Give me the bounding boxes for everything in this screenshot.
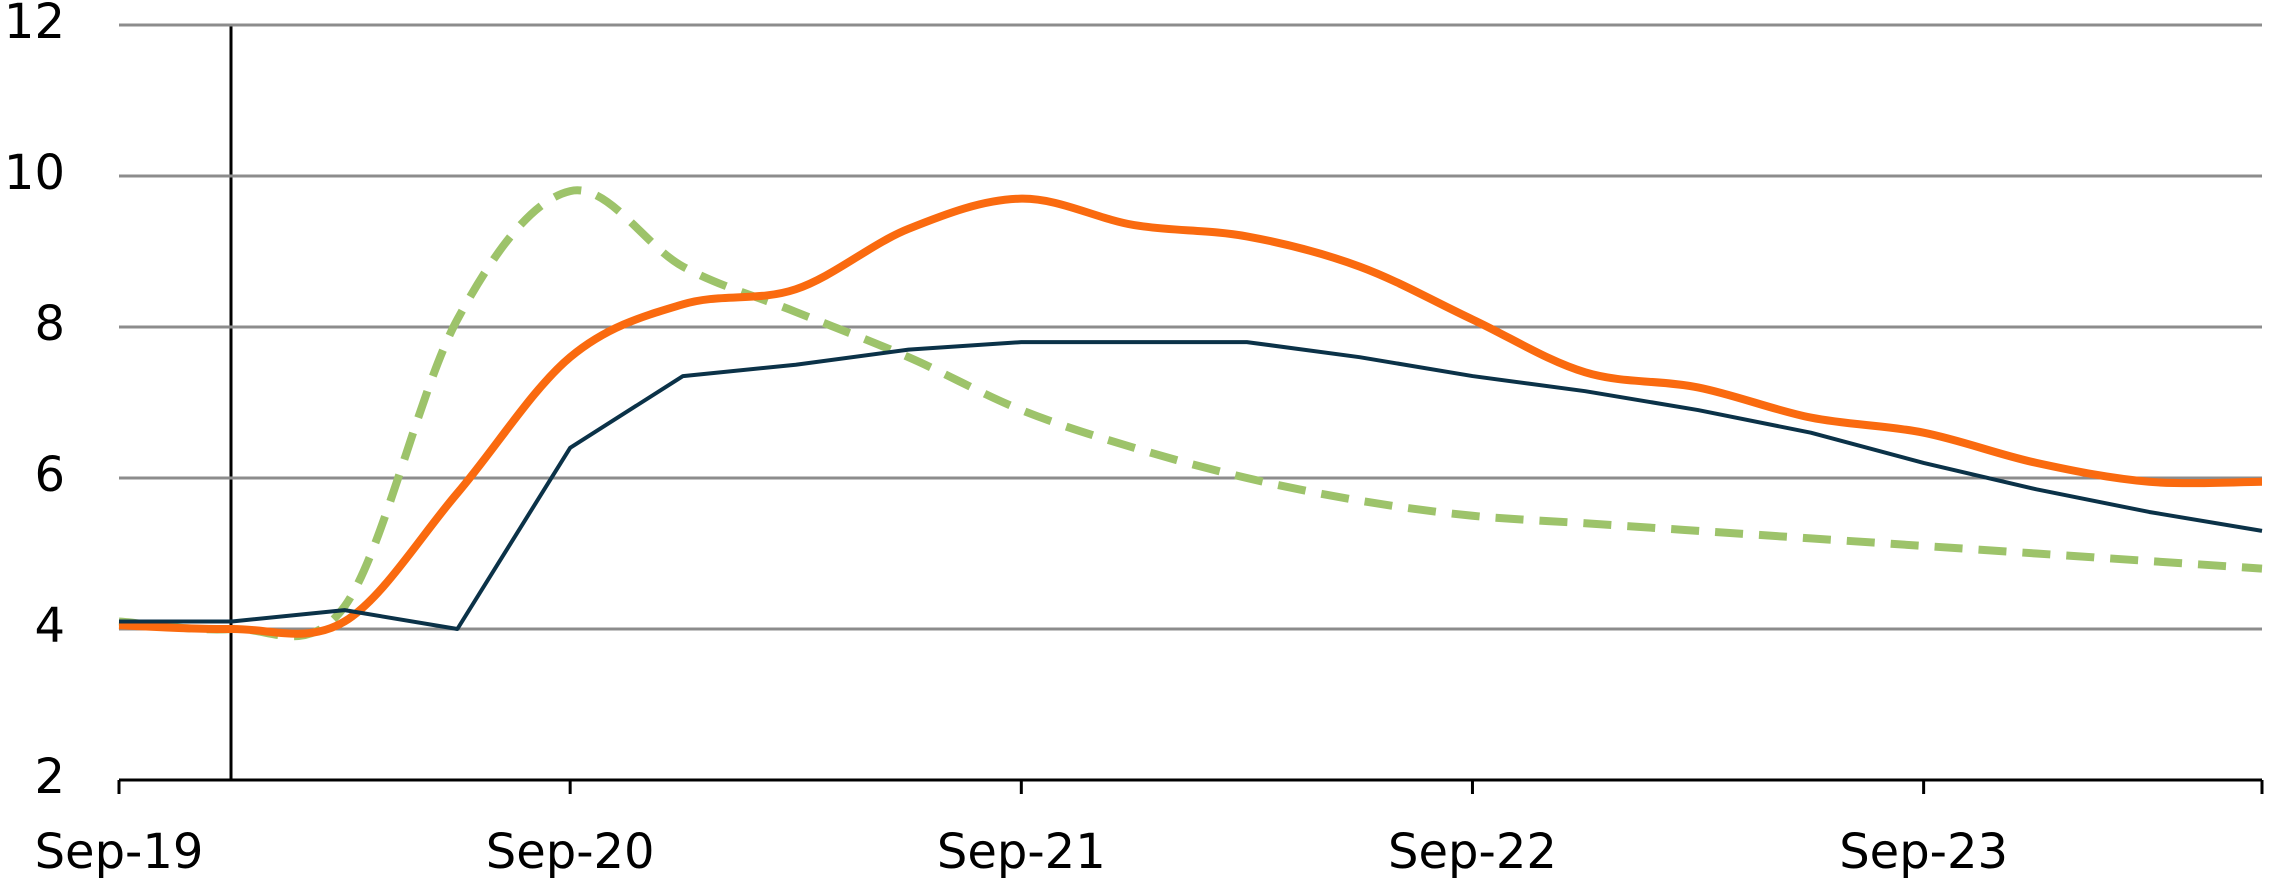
series-line: [118, 186, 2263, 641]
y-tick-label: 12: [4, 0, 65, 50]
series-line: [119, 340, 2263, 631]
x-tick-label: Sep-20: [486, 824, 655, 880]
x-tick-label: Sep-19: [35, 824, 204, 880]
series-line: [118, 194, 2263, 638]
y-tick-label: 8: [34, 296, 65, 352]
y-tick-label: 4: [34, 598, 65, 654]
x-tick-label: Sep-23: [1839, 824, 2008, 880]
x-tick-label: Sep-22: [1388, 824, 1557, 880]
x-tick-label: Sep-21: [937, 824, 1106, 880]
y-tick-label: 6: [34, 447, 65, 503]
y-tick-label: 10: [4, 145, 65, 201]
y-tick-label: 2: [34, 749, 65, 805]
